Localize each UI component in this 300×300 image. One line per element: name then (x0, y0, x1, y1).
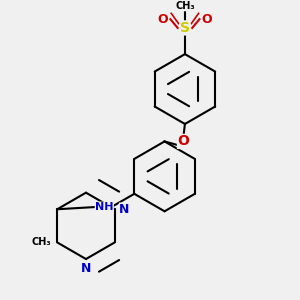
Text: O: O (158, 13, 168, 26)
Text: O: O (178, 134, 189, 148)
Text: CH₃: CH₃ (175, 1, 195, 11)
Text: CH₃: CH₃ (32, 237, 51, 248)
Text: S: S (180, 21, 190, 35)
Text: N: N (81, 262, 91, 275)
Text: N: N (119, 203, 129, 216)
Text: O: O (201, 13, 212, 26)
Text: NH: NH (95, 202, 114, 212)
